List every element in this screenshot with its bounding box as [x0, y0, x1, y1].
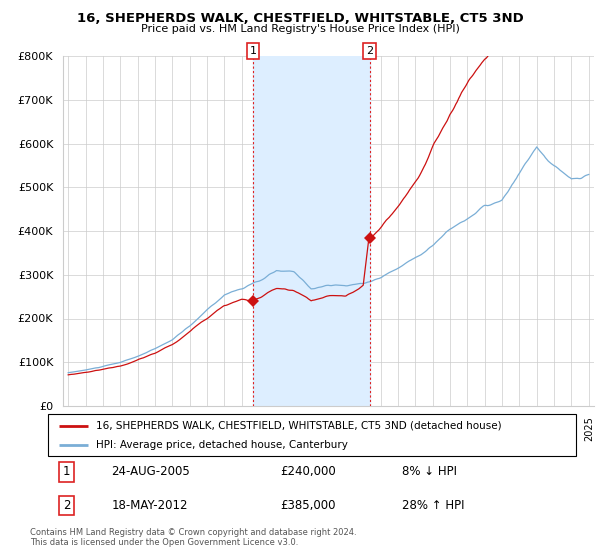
Text: 16, SHEPHERDS WALK, CHESTFIELD, WHITSTABLE, CT5 3ND: 16, SHEPHERDS WALK, CHESTFIELD, WHITSTAB…: [77, 12, 523, 25]
Text: 18-MAY-2012: 18-MAY-2012: [112, 499, 188, 512]
Text: 2: 2: [366, 46, 373, 56]
Text: £385,000: £385,000: [280, 499, 336, 512]
Bar: [253, 56, 370, 406]
Text: 2: 2: [63, 499, 70, 512]
Text: Price paid vs. HM Land Registry's House Price Index (HPI): Price paid vs. HM Land Registry's House …: [140, 24, 460, 34]
Text: 8% ↓ HPI: 8% ↓ HPI: [402, 465, 457, 478]
Text: HPI: Average price, detached house, Canterbury: HPI: Average price, detached house, Cant…: [95, 440, 347, 450]
FancyBboxPatch shape: [48, 414, 576, 456]
Text: 1: 1: [63, 465, 70, 478]
Text: Contains HM Land Registry data © Crown copyright and database right 2024.
This d: Contains HM Land Registry data © Crown c…: [30, 528, 356, 547]
Text: 1: 1: [250, 46, 256, 56]
Text: 24-AUG-2005: 24-AUG-2005: [112, 465, 190, 478]
Text: £240,000: £240,000: [280, 465, 336, 478]
Text: 28% ↑ HPI: 28% ↑ HPI: [402, 499, 464, 512]
Text: 16, SHEPHERDS WALK, CHESTFIELD, WHITSTABLE, CT5 3ND (detached house): 16, SHEPHERDS WALK, CHESTFIELD, WHITSTAB…: [95, 421, 501, 431]
